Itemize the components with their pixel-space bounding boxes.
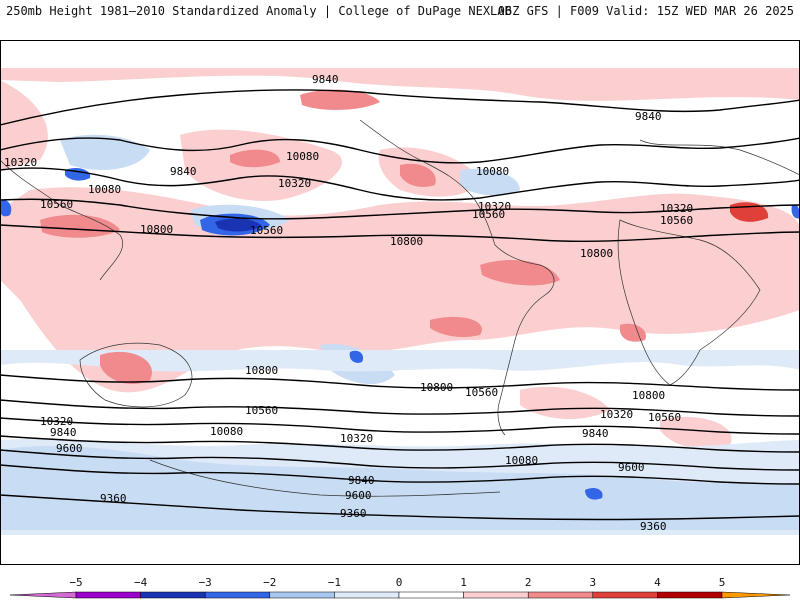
run-info: 06Z GFS | F009 Valid: 15Z WED MAR 26 202… <box>497 4 794 18</box>
contour-label: 10560 <box>648 411 681 424</box>
contour-label: 10080 <box>286 150 319 163</box>
contour-10080-south <box>0 435 800 453</box>
colorbar-segment <box>398 591 464 599</box>
contour-label: 10560 <box>660 214 693 227</box>
colorbar-tick-label: 4 <box>654 576 661 589</box>
coastlines <box>0 119 800 497</box>
contour-label: 10080 <box>505 454 538 467</box>
colorbar-segment <box>140 591 206 599</box>
americas-coast <box>359 119 555 436</box>
contour-label: 10320 <box>40 415 73 428</box>
contour-label: 9600 <box>56 442 83 455</box>
asia-coast <box>0 159 123 281</box>
contour-10320-south <box>0 417 800 435</box>
contour-label: 9840 <box>312 73 339 86</box>
australia-coast <box>79 342 193 408</box>
contour-label: 10320 <box>660 202 693 215</box>
contour-label: 9840 <box>348 474 375 487</box>
colorbar-tick-label: 5 <box>719 576 726 589</box>
chart-title: 250mb Height 1981–2010 Standardized Anom… <box>6 4 512 18</box>
contour-label: 10320 <box>340 432 373 445</box>
colorbar-segments <box>9 591 791 599</box>
contour-label: 10320 <box>478 200 511 213</box>
colorbar-arrow-left <box>9 591 77 599</box>
contour-label: 10800 <box>390 235 423 248</box>
colorbar-segment <box>592 591 658 599</box>
colorbar-tick-label: 0 <box>396 576 403 589</box>
map-panel: 9840 10080 10320 10560 10800 9840 10080 … <box>0 40 800 600</box>
contour-10560-south <box>0 399 800 417</box>
antarctica-coast <box>149 459 501 497</box>
contour-label: 10080 <box>88 183 121 196</box>
contour-label: 10080 <box>210 425 243 438</box>
colorbar-tick-label: −5 <box>69 576 82 589</box>
contour-label: 9360 <box>640 520 667 533</box>
contour-9840-north <box>0 89 800 126</box>
header: 250mb Height 1981–2010 Standardized Anom… <box>0 0 800 22</box>
colorbar-segment <box>334 591 400 599</box>
colorbar-tick-label: 3 <box>589 576 596 589</box>
contour-label: 10560 <box>245 404 278 417</box>
colorbar-segment <box>269 591 335 599</box>
contour-label: 10320 <box>4 156 37 169</box>
contour-label: 10320 <box>278 177 311 190</box>
contour-label: 9360 <box>340 507 367 520</box>
contour-label: 9840 <box>50 426 77 439</box>
colorbar-tick-label: 1 <box>460 576 467 589</box>
anomaly-shading <box>0 68 800 535</box>
contour-label: 10800 <box>580 247 613 260</box>
contour-10800-north <box>0 224 800 243</box>
africa-coast <box>617 219 761 386</box>
contour-label: 10800 <box>420 381 453 394</box>
colorbar-tick-label: −2 <box>263 576 276 589</box>
contour-10560-north <box>0 198 800 220</box>
colorbar-tick-label: −1 <box>328 576 341 589</box>
colorbar-segment <box>75 591 141 599</box>
colorbar-tick-label: −3 <box>199 576 212 589</box>
colorbar-segment <box>657 591 723 599</box>
colorbar-tick-label: 2 <box>525 576 532 589</box>
contour-10320-north <box>0 167 800 201</box>
contour-label: 10560 <box>472 208 505 221</box>
contour-label: 10080 <box>476 165 509 178</box>
contour-label: 9840 <box>582 427 609 440</box>
contour-label: 9840 <box>635 110 662 123</box>
contour-9840-south <box>0 449 800 471</box>
colorbar-segment <box>204 591 271 599</box>
contour-label: 9600 <box>345 489 372 502</box>
contour-labels: 9840 10080 10320 10560 10800 9840 10080 … <box>4 73 693 533</box>
contour-label: 10800 <box>140 223 173 236</box>
colorbar: −5 −4 −3 −2 −1 0 1 2 3 4 5 <box>0 570 800 600</box>
contour-label: 9360 <box>100 492 127 505</box>
colorbar-segment <box>463 591 529 599</box>
contour-10080-north <box>0 137 800 164</box>
contour-label: 9840 <box>170 165 197 178</box>
contour-label: 10320 <box>600 408 633 421</box>
contour-label: 10560 <box>465 386 498 399</box>
contour-9360-south <box>0 494 800 521</box>
contour-10800-south <box>0 374 800 391</box>
colorbar-tick-label: −4 <box>134 576 148 589</box>
colorbar-ticks: −5 −4 −3 −2 −1 0 1 2 3 4 5 <box>69 576 725 589</box>
contour-label: 9600 <box>618 461 645 474</box>
contour-label: 10560 <box>250 224 283 237</box>
colorbar-arrow-right <box>721 591 791 599</box>
contour-label: 10560 <box>40 198 73 211</box>
contour-label: 10800 <box>632 389 665 402</box>
contour-label: 10800 <box>245 364 278 377</box>
eurasia-coast <box>639 139 800 176</box>
contour-9600-south <box>0 464 800 485</box>
colorbar-segment <box>527 591 594 599</box>
colorbar-svg: −5 −4 −3 −2 −1 0 1 2 3 4 5 <box>9 576 791 599</box>
map-svg: 9840 10080 10320 10560 10800 9840 10080 … <box>0 40 800 565</box>
height-contours <box>0 89 800 521</box>
